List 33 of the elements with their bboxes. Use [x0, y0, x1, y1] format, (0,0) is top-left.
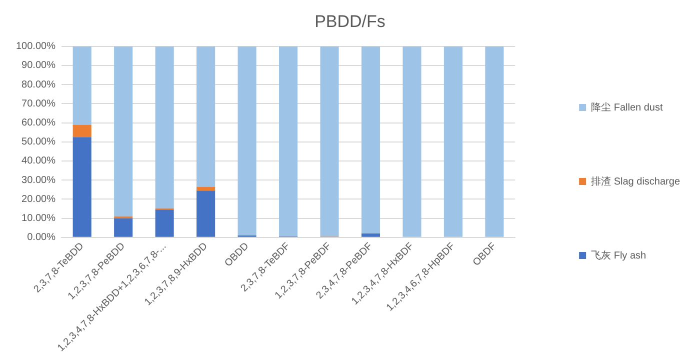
bar	[72, 137, 92, 237]
bar	[278, 46, 298, 236]
y-tick-label: 100.00%	[16, 41, 56, 52]
bar	[402, 46, 422, 237]
bar	[114, 46, 133, 216]
bar	[72, 46, 92, 125]
y-tick-label: 20.00%	[22, 194, 56, 205]
bar	[196, 186, 216, 191]
bar	[238, 46, 256, 236]
bar	[444, 46, 462, 237]
bar	[155, 46, 174, 208]
y-tick-label: 80.00%	[22, 79, 56, 90]
legend-label: 飞灰 Fly ash	[591, 250, 646, 262]
legend-label: 排渣 Slag discharge	[591, 175, 680, 188]
y-tick-label: 30.00%	[22, 174, 56, 186]
bar	[155, 210, 174, 237]
y-tick-label: 60.00%	[22, 118, 56, 129]
bar	[72, 124, 92, 138]
bar	[361, 46, 380, 234]
bar	[196, 46, 216, 187]
y-tick-label: 70.00%	[22, 98, 56, 110]
bar	[114, 218, 133, 237]
bar	[196, 190, 216, 237]
y-tick-label: 0.00%	[27, 232, 56, 244]
y-tick-label: 10.00%	[22, 213, 56, 224]
legend-label: 降尘 Fallen dust	[591, 101, 663, 114]
chart-title: PBDD/Fs	[314, 12, 386, 31]
y-tick-label: 50.00%	[22, 136, 56, 148]
bar	[320, 46, 339, 236]
bar	[485, 46, 504, 237]
y-tick-label: 90.00%	[22, 60, 56, 72]
y-tick-label: 40.00%	[22, 156, 56, 167]
bar	[361, 234, 380, 237]
